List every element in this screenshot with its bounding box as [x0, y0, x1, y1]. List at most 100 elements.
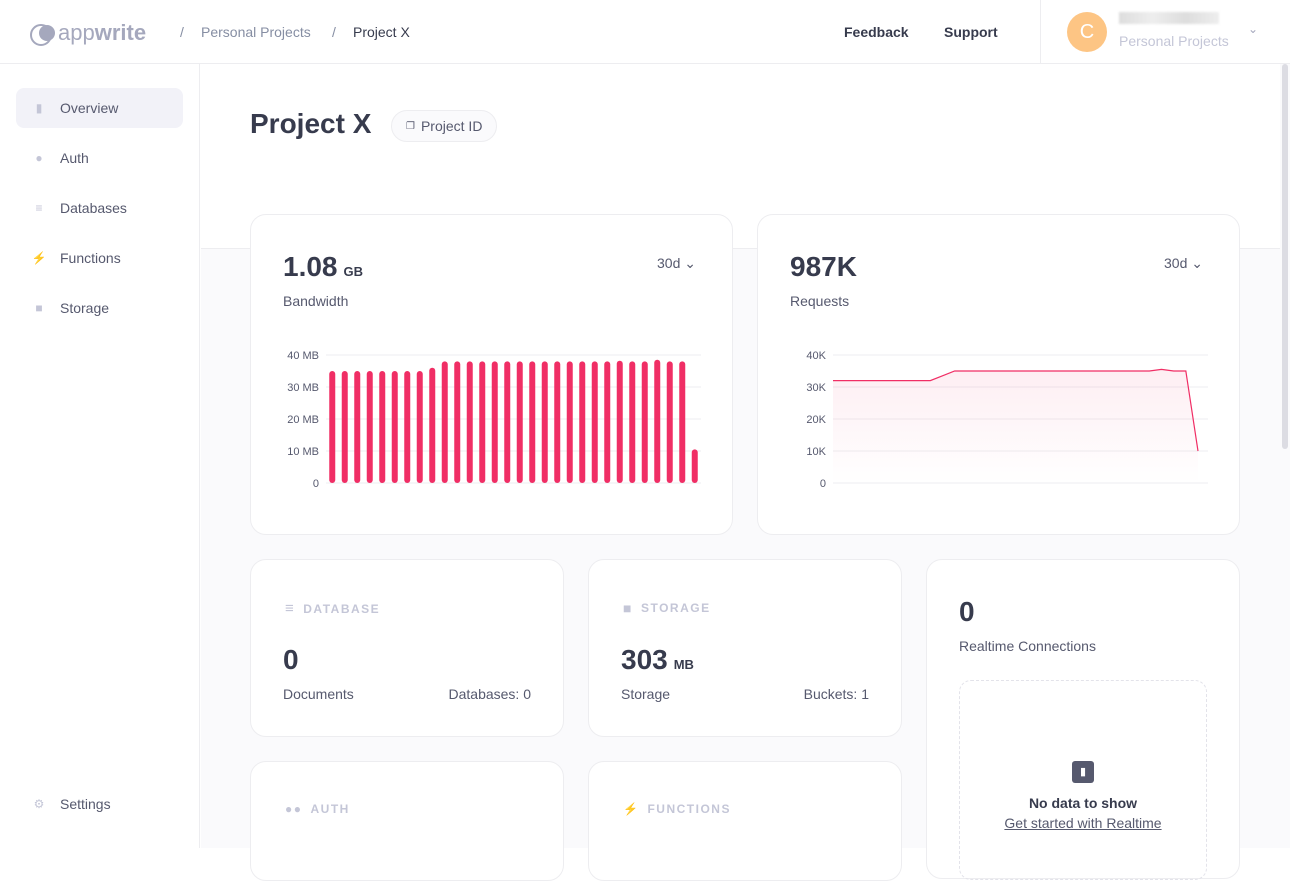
- bar: [454, 361, 461, 483]
- bar: [641, 361, 648, 483]
- functions-card[interactable]: ⚡ FUNCTIONS: [588, 761, 902, 881]
- account-org: Personal Projects: [1119, 33, 1229, 49]
- project-id-button[interactable]: ❐ Project ID: [391, 110, 498, 142]
- lightning-icon: ⚡: [623, 802, 640, 816]
- bar: [366, 371, 373, 483]
- users-icon: ●●: [285, 802, 303, 816]
- page-title: Project X: [250, 108, 372, 139]
- requests-label: Requests: [790, 293, 850, 309]
- sidebar-item-functions[interactable]: ⚡ Functions: [16, 238, 183, 278]
- buckets-count: Buckets: 1: [803, 686, 869, 702]
- support-link[interactable]: Support: [944, 24, 998, 40]
- sidebar-item-storage[interactable]: ■ Storage: [16, 288, 183, 328]
- database-card[interactable]: ≡ DATABASE 0 Documents Databases: 0: [250, 559, 564, 737]
- documents-label: Documents: [283, 686, 354, 702]
- sidebar-item-databases[interactable]: ≡ Databases: [16, 188, 183, 228]
- storage-card[interactable]: ■ STORAGE 303 MB Storage Buckets: 1: [588, 559, 902, 737]
- auth-card[interactable]: ●● AUTH: [250, 761, 564, 881]
- requests-value: 987K: [790, 251, 857, 282]
- bar: [504, 361, 511, 483]
- bar: [554, 361, 561, 483]
- requests-range-select[interactable]: 30d ⌄: [1164, 255, 1203, 271]
- requests-card: 987K Requests 30d ⌄ 0 10K 20K 30K 40K: [757, 214, 1240, 535]
- y-tick-label: 10 MB: [287, 446, 319, 458]
- y-tick-label: 20K: [806, 414, 826, 426]
- breadcrumb-separator: /: [332, 24, 336, 40]
- sidebar-item-label: Functions: [60, 250, 121, 266]
- breadcrumb-org[interactable]: Personal Projects: [201, 24, 311, 40]
- sidebar-item-label: Overview: [60, 100, 119, 116]
- bar: [354, 371, 361, 483]
- sidebar-item-settings[interactable]: ⚙ Settings: [16, 784, 183, 824]
- sidebar: ▮ Overview ● Auth ≡ Databases ⚡ Functions ■ S…: [0, 64, 200, 848]
- realtime-empty-state: ▮ No data to show Get started with Realt…: [959, 680, 1207, 880]
- y-tick-label: 40K: [806, 350, 826, 362]
- requests-area: [833, 369, 1198, 483]
- requests-chart: 0 10K 20K 30K 40K: [806, 350, 1208, 490]
- account-menu[interactable]: C Personal Projects ⌄: [1040, 0, 1280, 64]
- y-tick-label: 20 MB: [287, 414, 319, 426]
- sidebar-item-label: Settings: [60, 796, 111, 812]
- copy-icon: ❐: [406, 120, 415, 132]
- bar: [491, 361, 498, 483]
- sidebar-item-label: Databases: [60, 200, 127, 216]
- bar: [341, 371, 348, 483]
- storage-caption: ■ STORAGE: [623, 600, 711, 616]
- bandwidth-range-select[interactable]: 30d ⌄: [657, 255, 696, 271]
- top-bar: appwrite / Personal Projects / Project X…: [0, 0, 1290, 64]
- bar: [391, 371, 398, 483]
- bar: [479, 361, 486, 483]
- bandwidth-chart: 0 10 MB 20 MB 30 MB 40 MB: [287, 350, 701, 490]
- requests-line: [833, 368, 1199, 452]
- y-tick-label: 30K: [806, 382, 826, 394]
- breadcrumb-project[interactable]: Project X: [353, 24, 410, 40]
- bar: [466, 361, 473, 483]
- scrollbar-thumb[interactable]: [1282, 64, 1288, 449]
- lightning-icon: ⚡: [31, 251, 47, 265]
- appwrite-logo[interactable]: appwrite: [30, 20, 146, 46]
- gear-icon: ⚙: [33, 797, 45, 811]
- bar: [679, 361, 686, 483]
- chevron-down-icon: ⌄: [1247, 22, 1258, 36]
- database-caption: ≡ DATABASE: [285, 600, 381, 617]
- bar: [379, 371, 386, 483]
- bar-chart-icon: ▮: [35, 101, 43, 115]
- auth-caption: ●● AUTH: [285, 802, 350, 816]
- sidebar-item-overview[interactable]: ▮ Overview: [16, 88, 183, 128]
- bar: [591, 361, 598, 483]
- account-name-blurred: [1119, 12, 1219, 24]
- bandwidth-card: 1.08 GB Bandwidth 30d ⌄ 0 10 MB 20 MB 30 MB 4…: [250, 214, 733, 535]
- folder-icon: ■: [623, 600, 633, 616]
- storage-value: 303 MB: [621, 644, 694, 675]
- database-icon: ≡: [285, 600, 296, 617]
- avatar: C: [1067, 12, 1107, 52]
- empty-title: No data to show: [1028, 795, 1138, 811]
- realtime-value: 0: [959, 596, 975, 627]
- scrollbar[interactable]: [1280, 64, 1290, 848]
- sidebar-item-label: Storage: [60, 300, 110, 316]
- y-tick-label: 10K: [806, 446, 826, 458]
- feedback-button[interactable]: Feedback: [844, 24, 909, 40]
- logo-icon: [30, 24, 55, 46]
- realtime-label: Realtime Connections: [959, 638, 1096, 654]
- project-id-label: Project ID: [420, 118, 483, 134]
- sidebar-item-auth[interactable]: ● Auth: [16, 138, 183, 178]
- bar: [654, 359, 661, 483]
- bar: [616, 360, 623, 483]
- database-icon: ≡: [35, 201, 43, 215]
- bar: [441, 361, 448, 483]
- bar: [404, 371, 411, 483]
- databases-count: Databases: 0: [448, 686, 532, 702]
- bar: [429, 367, 436, 483]
- bar: [529, 361, 536, 483]
- bar: [579, 361, 586, 483]
- bandwidth-value: 1.08 GB: [283, 251, 363, 282]
- bar: [629, 361, 636, 483]
- bar: [329, 371, 336, 483]
- bar: [666, 361, 673, 483]
- y-tick-label: 0: [820, 478, 826, 490]
- realtime-get-started-link[interactable]: Get started with Realtime: [1004, 815, 1162, 831]
- bar: [416, 371, 423, 483]
- documents-count: 0: [283, 644, 299, 675]
- y-tick-label: 40 MB: [287, 350, 319, 362]
